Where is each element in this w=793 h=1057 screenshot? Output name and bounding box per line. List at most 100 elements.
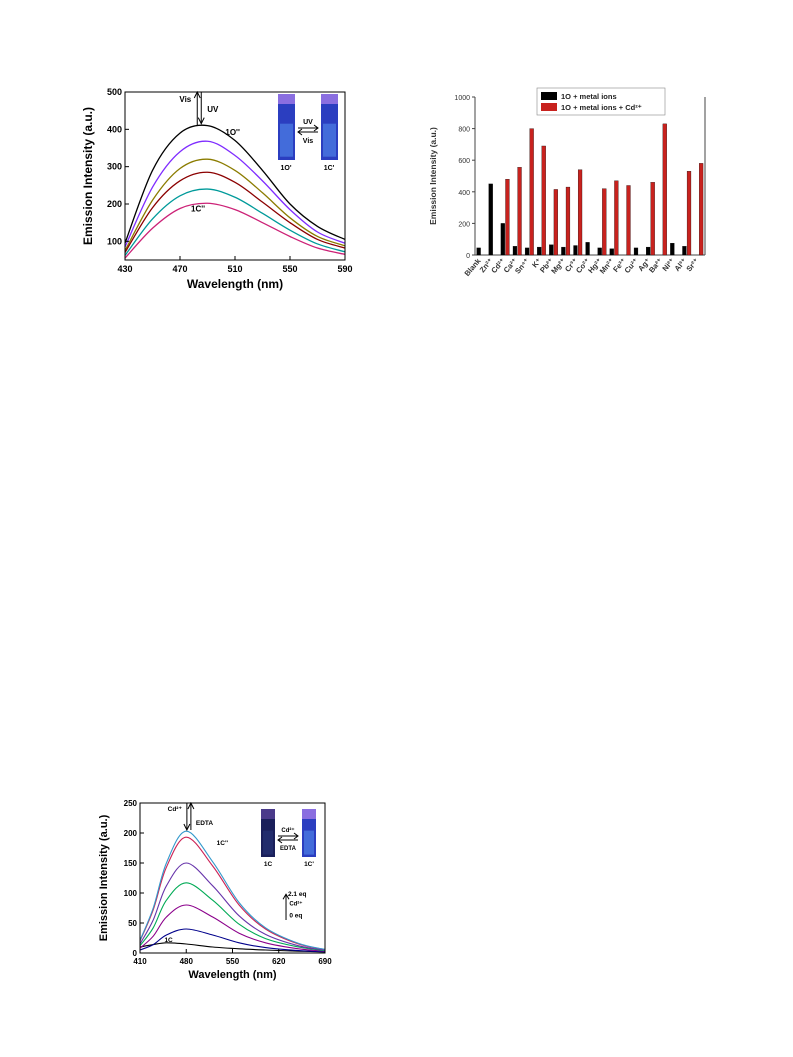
c2-bar-1-18	[699, 163, 704, 256]
c1-label-top-curve: 1O''	[225, 128, 240, 137]
chart3-svg: 410 480 550 620 690 0 50 100 150 200 250 Wavelength…	[98, 799, 332, 981]
c3-y-tick-label-2: 100	[124, 889, 138, 898]
c3-x-tick-label-1: 480	[180, 957, 194, 966]
c2-legend-label-0: 1O + metal ions	[561, 92, 617, 101]
c3-series-line-1	[139, 928, 326, 953]
c2-bar-1-10	[602, 188, 607, 256]
c3-inset-back-label: EDTA	[280, 846, 297, 852]
c1-inset-back-label: Vis	[303, 138, 313, 145]
c2-bar-0-11	[609, 248, 614, 256]
c2-bar-0-4	[524, 247, 530, 256]
c1-arrow-up-head	[193, 90, 201, 99]
c1-y-tick-label-3: 400	[107, 124, 122, 134]
c1-series-line-2	[124, 158, 346, 251]
c2-bar-1-15	[662, 123, 667, 256]
c1-inset-vial-right-liquid	[323, 123, 336, 157]
c2-legend-label-1: 1O + metal ions + Cd²⁺	[561, 103, 642, 112]
c3-x-tick-label-3: 620	[272, 957, 286, 966]
c1-inset-right-label: 1C'	[324, 165, 335, 172]
c3-y-tick-label-3: 150	[124, 859, 138, 868]
chart-metal-ion-bars: 0 200 400 600 800 1000 Blank Zn²⁺ Cd²⁺ Ca²⁺ Sn⁴⁺ K⁺…	[420, 82, 720, 292]
c1-y-axis-label: Emission Intensity (a.u.)	[81, 107, 95, 245]
c2-bar-1-2	[505, 179, 510, 256]
c1-inset-vial-right-cap	[321, 94, 338, 104]
c1-series-line-5	[124, 202, 346, 259]
c3-inset-arrow-back-head	[277, 836, 283, 844]
c2-bar-0-2	[500, 223, 505, 256]
c3-eq-arrow-head	[282, 893, 290, 900]
c1-x-tick-label-0: 430	[117, 264, 132, 274]
c3-inset-right-label: 1C'	[304, 861, 314, 868]
c3-plot-frame	[139, 802, 326, 954]
c2-bar-0-5	[537, 246, 542, 256]
c2-bar-1-5	[541, 145, 546, 256]
c2-bar-0-9	[585, 242, 590, 256]
c2-bar-0-1	[488, 183, 493, 256]
c1-label-vis: Vis	[179, 95, 191, 104]
c2-bar-1-6	[553, 189, 558, 256]
c2-bar-0-6	[549, 244, 554, 256]
c3-x-tick-label-0: 410	[133, 957, 147, 966]
c2-bar-1-17	[686, 171, 692, 256]
c2-bar-1-4	[529, 128, 534, 256]
c3-inset-fwd-label: Cd²⁺	[281, 827, 294, 834]
c2-bar-0-16	[670, 242, 675, 256]
c3-series-line-4	[139, 862, 326, 951]
c1-y-tick-label-0: 100	[107, 236, 122, 246]
c3-eq-bottom: 0 eq	[289, 913, 302, 920]
c2-legend-box	[536, 87, 666, 116]
c2-y-tick-label-3: 600	[458, 158, 470, 165]
c1-x-tick-label-3: 550	[282, 264, 297, 274]
c3-arrow-up-head	[187, 801, 195, 810]
c1-series-line-3	[124, 171, 346, 253]
c2-bar-0-0	[476, 247, 481, 256]
c2-x-tick-label-4: Sn⁴⁺	[513, 256, 531, 275]
c3-label-edta: EDTA	[196, 820, 214, 827]
c2-bar-1-12	[626, 185, 631, 256]
c2-y-axis-label: Emission Intensity (a.u.)	[428, 127, 438, 225]
c2-y-tick-label-2: 400	[458, 190, 470, 197]
c2-bar-0-7	[561, 246, 566, 256]
c1-y-tick-label-1: 200	[107, 199, 122, 209]
c3-y-tick-label-4: 200	[124, 829, 138, 838]
c1-x-tick-label-2: 510	[227, 264, 242, 274]
c3-y-tick-label-0: 0	[133, 949, 138, 958]
c2-bar-1-8	[577, 169, 583, 256]
c1-series-line-1	[124, 140, 346, 248]
c2-bar-0-17	[682, 246, 687, 256]
c2-bar-0-13	[633, 247, 639, 256]
c2-bar-1-7	[565, 186, 571, 256]
c3-series-line-2	[139, 904, 326, 952]
c3-series-line-5	[139, 836, 326, 950]
c3-inset-vial-left-liquid	[263, 830, 273, 855]
c3-eq-top: 2.1 eq	[288, 891, 306, 898]
c1-inset-arrow-fwd-head	[313, 124, 319, 132]
c1-inset-fwd-label: UV	[303, 119, 313, 126]
c2-y-tick-label-1: 200	[458, 221, 470, 228]
c1-inset-left-label: 1O'	[280, 165, 291, 172]
c2-y-tick-label-4: 800	[458, 127, 470, 134]
c2-bar-0-10	[597, 247, 602, 256]
c3-eq-mid: Cd²⁺	[289, 901, 302, 908]
chart1-svg: 430 470 510 550 590 100 200 300 400 500 Wavelength…	[81, 87, 353, 291]
c1-inset-arrow-back-head	[297, 128, 303, 136]
c3-inset-vial-right-cap	[302, 809, 316, 819]
c3-x-axis-label: Wavelength (nm)	[188, 969, 277, 981]
c3-y-tick-label-1: 50	[128, 919, 137, 928]
c1-x-tick-label-1: 470	[172, 264, 187, 274]
c3-inset-vial-right-liquid	[304, 830, 314, 855]
c1-label-uv: UV	[207, 105, 219, 114]
c3-label-peak: 1C''	[217, 840, 229, 847]
c1-series-line-4	[124, 188, 346, 256]
c3-y-axis-label: Emission Intensity (a.u.)	[98, 814, 110, 941]
c3-arrow-down-head	[183, 823, 191, 832]
c3-inset-arrow-fwd-head	[293, 832, 299, 840]
c2-bar-1-14	[650, 182, 655, 256]
c3-series-line-0	[139, 942, 326, 953]
c2-bar-1-3	[517, 167, 522, 256]
c1-series-line-0	[124, 124, 346, 244]
c3-inset-left-label: 1C	[264, 861, 273, 868]
c2-bar-0-8	[573, 245, 578, 256]
c3-x-tick-label-2: 550	[226, 957, 240, 966]
